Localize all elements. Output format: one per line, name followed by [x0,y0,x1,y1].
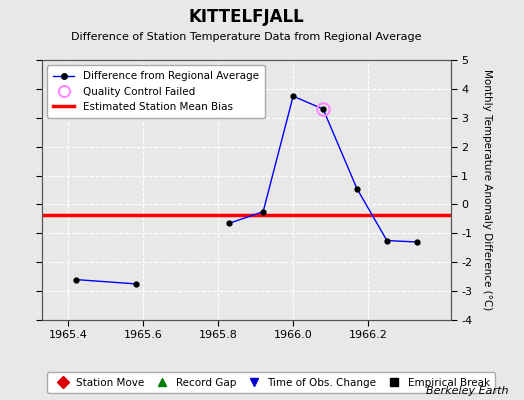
Text: KITTELFJALL: KITTELFJALL [189,8,304,26]
Legend: Station Move, Record Gap, Time of Obs. Change, Empirical Break: Station Move, Record Gap, Time of Obs. C… [47,372,495,393]
Text: Difference of Station Temperature Data from Regional Average: Difference of Station Temperature Data f… [71,32,421,42]
Y-axis label: Monthly Temperature Anomaly Difference (°C): Monthly Temperature Anomaly Difference (… [482,69,492,311]
Text: Berkeley Earth: Berkeley Earth [426,386,508,396]
